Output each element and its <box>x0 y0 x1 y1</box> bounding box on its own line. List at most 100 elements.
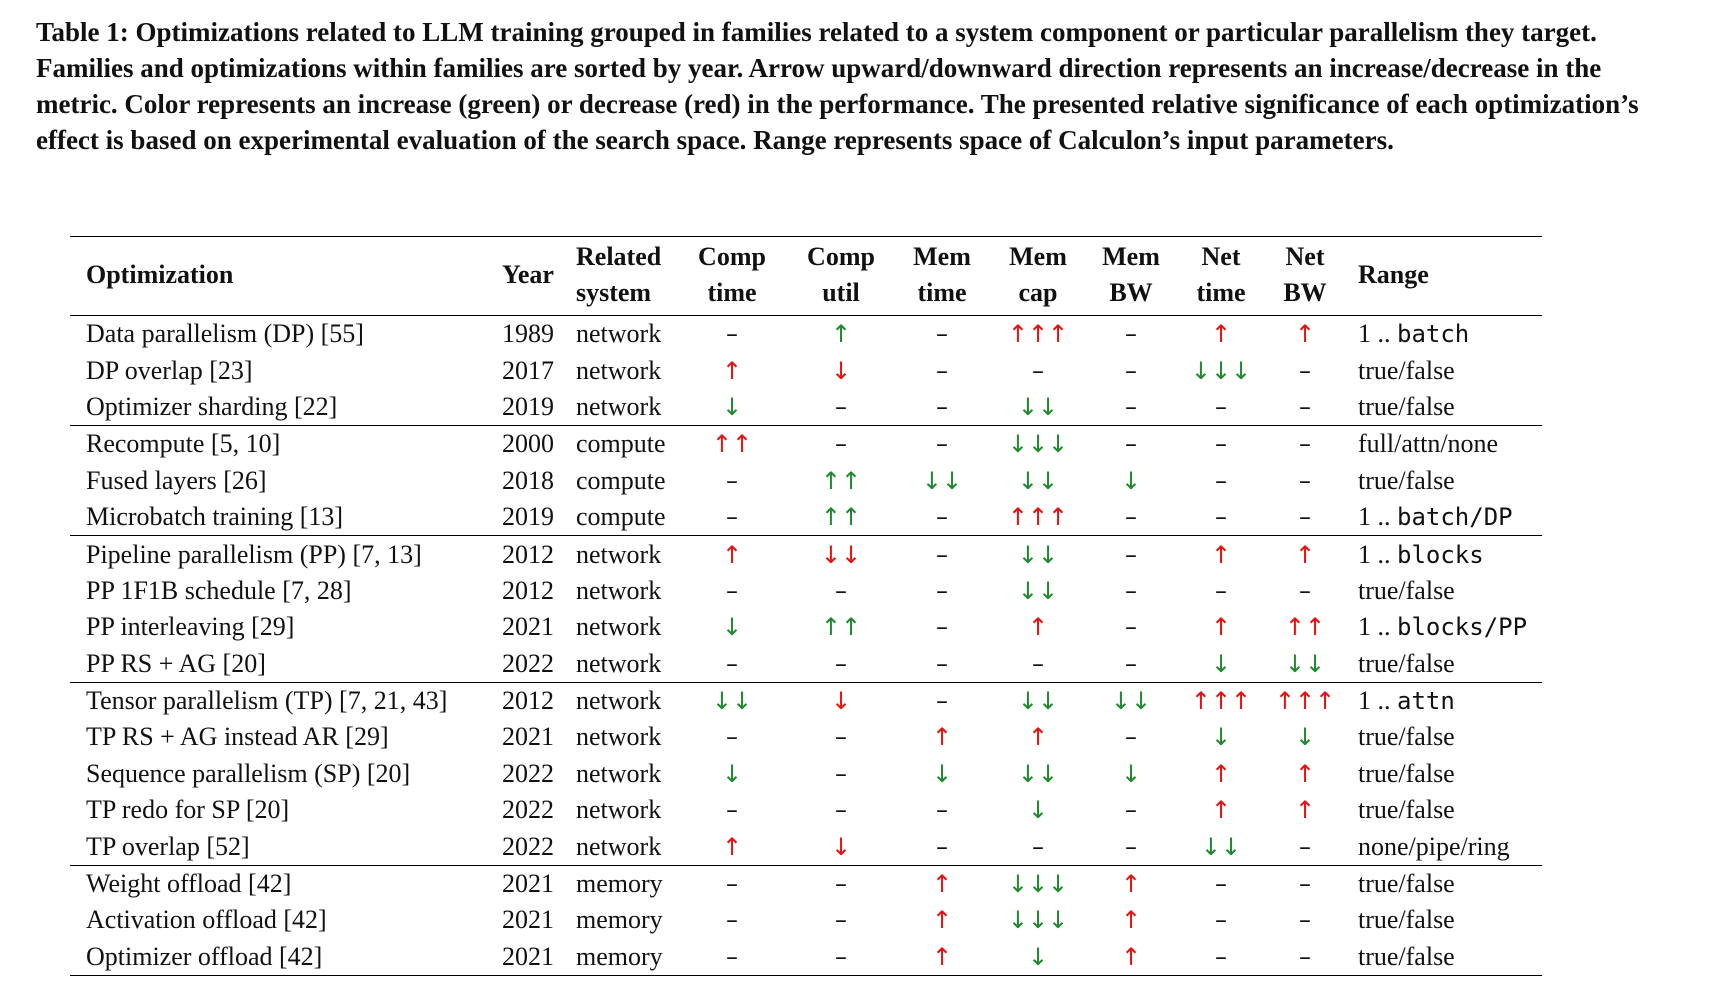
related-system-cell: network <box>576 575 662 605</box>
arrow-indicator: ↑ <box>931 906 953 935</box>
mem-cap-cell: ↑↑↑ <box>990 316 1086 353</box>
arrow-indicator: ↓↓ <box>1017 392 1059 421</box>
year-cell: 2021 <box>502 722 554 752</box>
comp-time-cell: ↓↓ <box>676 681 788 720</box>
arrow-indicator: ↑ <box>1210 613 1232 642</box>
net-bw-cell: ↑↑↑ <box>1266 681 1344 720</box>
mem-bw-cell: ↑ <box>1086 938 1176 977</box>
comp-util-cell: – <box>788 389 894 426</box>
year-cell: 2021 <box>480 938 562 977</box>
optimization-name: Weight offload [42] <box>70 864 480 903</box>
mem-time-cell: – <box>894 352 990 388</box>
arrow-indicator: – <box>936 796 948 825</box>
mem-time-cell: – <box>894 499 990 536</box>
net-bw-cell: ↑ <box>1266 756 1344 792</box>
related-system-cell: network <box>576 391 662 421</box>
range-prefix: 1 .. <box>1358 539 1397 569</box>
optimization-name: Fused layers [26] <box>86 465 267 495</box>
mem-cap-cell: ↓↓ <box>990 389 1086 426</box>
table-row: TP overlap [52] 2022 network ↑ ↓ – – – ↓↓ – none/p… <box>70 828 1542 865</box>
arrow-indicator: ↓↓ <box>1110 687 1152 716</box>
related-system-cell: compute <box>576 465 666 495</box>
arrow-indicator: ↓↓ <box>1017 759 1059 788</box>
range-cell: true/false <box>1344 938 1542 977</box>
mem-cap-cell: ↓ <box>990 792 1086 828</box>
range-cell: true/false <box>1358 465 1455 495</box>
net-bw-cell: – <box>1266 425 1344 463</box>
table-row: Tensor parallelism (TP) [7, 21, 43] 2012 n… <box>70 681 1542 720</box>
net-bw-cell: ↓↓ <box>1266 646 1344 683</box>
net-bw-cell: – <box>1266 573 1344 609</box>
range-cell: true/false <box>1358 795 1455 825</box>
range-parameter: blocks/PP <box>1397 613 1528 642</box>
net-time-cell: ↑ <box>1176 609 1266 645</box>
arrow-indicator: – <box>835 906 847 935</box>
arrow-indicator: ↑ <box>1294 320 1316 349</box>
arrow-indicator: ↓↓ <box>1017 540 1059 569</box>
arrow-indicator: – <box>1299 576 1311 605</box>
table-row: Optimizer sharding [22] 2019 network ↓ – – ↓↓ –… <box>70 389 1542 426</box>
header-related-system: Related system <box>576 242 662 307</box>
range-parameter: attn <box>1397 687 1455 716</box>
range-prefix: 1 .. <box>1358 319 1397 349</box>
arrow-indicator: – <box>1125 540 1137 569</box>
mem-bw-cell: – <box>1086 316 1176 353</box>
header-net-bw: Net BW <box>1283 242 1327 307</box>
optimization-name: Data parallelism (DP) [55] <box>86 319 364 349</box>
arrow-indicator: – <box>1125 796 1137 825</box>
table-row: Recompute [5, 10] 2000 compute ↑↑ – – ↓↓↓ – – – fu… <box>70 425 1542 463</box>
comp-util-cell: – <box>788 573 894 609</box>
mem-bw-cell: – <box>1086 792 1176 828</box>
table-row: Weight offload [42] 2021 memory – – ↑ ↓↓↓ ↑ – – tr… <box>70 864 1542 903</box>
mem-bw-cell: ↑ <box>1086 902 1176 938</box>
arrow-indicator: – <box>936 540 948 569</box>
arrow-indicator: – <box>1299 356 1311 385</box>
net-time-cell: ↑ <box>1176 316 1266 353</box>
mem-time-cell: ↓ <box>894 756 990 792</box>
arrow-indicator: ↓↓ <box>1017 466 1059 495</box>
comp-util-cell: – <box>788 864 894 903</box>
table-row: PP RS + AG [20] 2022 network – – – – – ↓ ↓↓ true/f… <box>70 646 1542 683</box>
arrow-indicator: – <box>1125 613 1137 642</box>
arrow-indicator: ↑↑ <box>820 503 862 532</box>
comp-time-cell: ↑ <box>676 352 788 388</box>
net-time-cell: – <box>1176 425 1266 463</box>
net-time-cell: – <box>1176 938 1266 977</box>
mem-bw-cell: – <box>1086 425 1176 463</box>
arrow-indicator: ↓ <box>721 613 743 642</box>
net-bw-cell: – <box>1266 499 1344 536</box>
range-cell: true/false <box>1358 905 1455 935</box>
net-bw-cell: ↑↑ <box>1266 609 1344 645</box>
arrow-indicator: – <box>1125 576 1137 605</box>
comp-time-cell: ↓ <box>676 389 788 426</box>
arrow-indicator: ↑↑↑ <box>1007 503 1069 532</box>
net-time-cell: – <box>1176 864 1266 903</box>
arrow-indicator: – <box>726 723 738 752</box>
comp-time-cell: – <box>676 316 788 353</box>
mem-time-cell: – <box>894 792 990 828</box>
table-row: PP interleaving [29] 2021 network ↓ ↑↑ – ↑ – ↑ ↑↑… <box>70 609 1542 645</box>
arrow-indicator: – <box>1125 649 1137 678</box>
optimization-name: PP interleaving [29] <box>86 612 295 642</box>
range-cell: true/false <box>1358 355 1455 385</box>
mem-cap-cell: ↓↓ <box>990 535 1086 573</box>
comp-util-cell: ↑↑ <box>788 463 894 499</box>
mem-time-cell: – <box>894 681 990 720</box>
optimization-name: TP RS + AG instead AR [29] <box>86 722 389 752</box>
comp-time-cell: ↑ <box>676 828 788 865</box>
net-time-cell: ↑ <box>1176 535 1266 573</box>
arrow-indicator: ↑↑ <box>711 430 753 459</box>
arrow-indicator: ↓ <box>830 832 852 861</box>
year-cell: 2012 <box>480 535 562 573</box>
mem-time-cell: ↑ <box>894 719 990 755</box>
comp-util-cell: – <box>788 425 894 463</box>
arrow-indicator: ↑ <box>1294 796 1316 825</box>
comp-util-cell: – <box>788 938 894 977</box>
comp-util-cell: ↓ <box>788 828 894 865</box>
arrow-indicator: – <box>1299 906 1311 935</box>
related-system-cell: network <box>576 831 662 861</box>
arrow-indicator: ↓ <box>1210 649 1232 678</box>
optimization-name: Tensor parallelism (TP) [7, 21, 43] <box>70 681 480 720</box>
mem-bw-cell: ↑ <box>1086 864 1176 903</box>
comp-util-cell: – <box>788 646 894 683</box>
